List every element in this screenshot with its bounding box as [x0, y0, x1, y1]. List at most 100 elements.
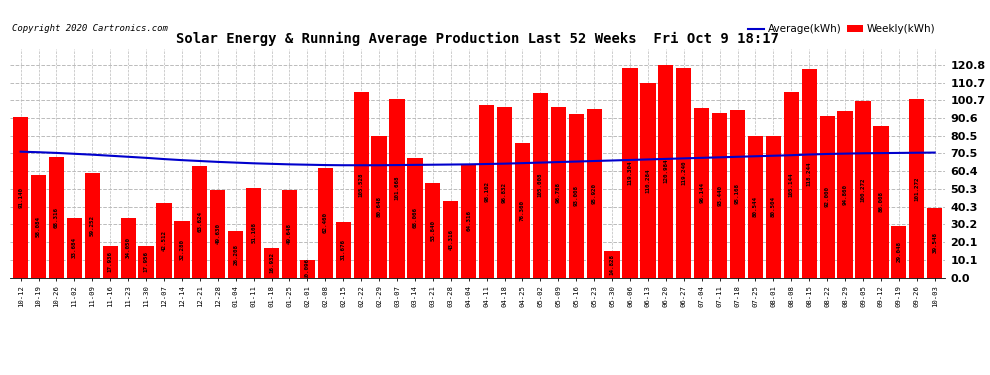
Bar: [479, 105, 494, 278]
Text: 43.316: 43.316: [448, 229, 453, 250]
Text: 98.102: 98.102: [484, 181, 489, 202]
Text: 59.252: 59.252: [90, 215, 95, 236]
Text: 80.504: 80.504: [771, 196, 776, 217]
Bar: [747, 136, 763, 278]
Text: 63.624: 63.624: [197, 211, 202, 232]
Bar: [444, 201, 458, 278]
Text: 32.280: 32.280: [179, 238, 184, 260]
Text: 92.000: 92.000: [825, 186, 830, 207]
Text: 80.544: 80.544: [753, 196, 758, 217]
Bar: [336, 222, 350, 278]
Bar: [873, 126, 889, 278]
Bar: [658, 64, 673, 278]
Text: 91.140: 91.140: [18, 187, 23, 208]
Bar: [139, 246, 153, 278]
Bar: [85, 173, 100, 278]
Bar: [228, 231, 244, 278]
Text: 49.630: 49.630: [215, 224, 221, 245]
Bar: [49, 157, 64, 278]
Text: 62.460: 62.460: [323, 212, 328, 233]
Text: 31.676: 31.676: [341, 239, 346, 260]
Text: 120.984: 120.984: [663, 159, 668, 183]
Bar: [712, 113, 728, 278]
Bar: [909, 99, 925, 278]
Bar: [641, 84, 655, 278]
Text: 105.008: 105.008: [538, 173, 543, 197]
Text: 101.668: 101.668: [395, 176, 400, 200]
Text: 105.528: 105.528: [358, 172, 363, 197]
Text: 118.244: 118.244: [807, 161, 812, 186]
Text: 17.936: 17.936: [108, 251, 113, 272]
Bar: [891, 226, 907, 278]
Text: 26.208: 26.208: [234, 244, 239, 265]
Text: 10.096: 10.096: [305, 258, 310, 279]
Text: 96.144: 96.144: [699, 182, 704, 203]
Text: 14.828: 14.828: [610, 254, 615, 275]
Bar: [31, 175, 47, 278]
Bar: [730, 110, 745, 278]
Text: 68.066: 68.066: [413, 207, 418, 228]
Bar: [192, 165, 208, 278]
Text: Copyright 2020 Cartronics.com: Copyright 2020 Cartronics.com: [12, 24, 167, 33]
Text: 51.108: 51.108: [251, 222, 256, 243]
Text: 42.512: 42.512: [161, 230, 166, 251]
Bar: [550, 107, 566, 278]
Text: 95.920: 95.920: [592, 183, 597, 204]
Bar: [820, 116, 835, 278]
Bar: [586, 109, 602, 278]
Bar: [461, 164, 476, 278]
Text: 94.860: 94.860: [842, 183, 847, 204]
Title: Solar Energy & Running Average Production Last 52 Weeks  Fri Oct 9 18:17: Solar Energy & Running Average Productio…: [176, 32, 779, 46]
Text: 96.832: 96.832: [502, 182, 507, 203]
Bar: [515, 143, 530, 278]
Bar: [353, 92, 369, 278]
Bar: [426, 183, 441, 278]
Bar: [533, 93, 548, 278]
Bar: [121, 217, 136, 278]
Text: 58.084: 58.084: [36, 216, 41, 237]
Text: 86.008: 86.008: [878, 191, 883, 212]
Bar: [371, 136, 387, 278]
Text: 100.272: 100.272: [860, 177, 865, 201]
Text: 119.240: 119.240: [681, 160, 686, 185]
Bar: [497, 107, 512, 278]
Text: 68.316: 68.316: [54, 207, 59, 228]
Text: 93.440: 93.440: [717, 185, 722, 206]
Text: 119.304: 119.304: [628, 160, 633, 185]
Bar: [694, 108, 709, 278]
Text: 93.008: 93.008: [574, 185, 579, 206]
Bar: [66, 218, 82, 278]
Legend: Average(kWh), Weekly(kWh): Average(kWh), Weekly(kWh): [748, 24, 936, 34]
Text: 110.284: 110.284: [645, 168, 650, 193]
Text: 16.932: 16.932: [269, 252, 274, 273]
Bar: [282, 190, 297, 278]
Bar: [838, 111, 852, 278]
Bar: [103, 246, 118, 278]
Bar: [13, 117, 29, 278]
Bar: [407, 158, 423, 278]
Bar: [174, 221, 189, 278]
Bar: [318, 168, 333, 278]
Bar: [300, 260, 315, 278]
Text: 80.648: 80.648: [376, 196, 381, 217]
Bar: [623, 68, 638, 278]
Text: 49.648: 49.648: [287, 224, 292, 245]
Text: 76.360: 76.360: [520, 200, 525, 221]
Text: 33.684: 33.684: [72, 237, 77, 258]
Text: 96.788: 96.788: [555, 182, 560, 203]
Text: 53.840: 53.840: [431, 220, 436, 241]
Bar: [389, 99, 405, 278]
Bar: [605, 251, 620, 278]
Bar: [855, 101, 870, 278]
Bar: [766, 136, 781, 278]
Text: 29.048: 29.048: [896, 242, 901, 262]
Text: 39.548: 39.548: [933, 232, 938, 253]
Text: 95.168: 95.168: [735, 183, 741, 204]
Bar: [568, 114, 584, 278]
Text: 64.316: 64.316: [466, 210, 471, 231]
Bar: [264, 248, 279, 278]
Text: 34.050: 34.050: [126, 237, 131, 258]
Text: 17.956: 17.956: [144, 251, 148, 272]
Bar: [802, 69, 817, 278]
Bar: [210, 190, 226, 278]
